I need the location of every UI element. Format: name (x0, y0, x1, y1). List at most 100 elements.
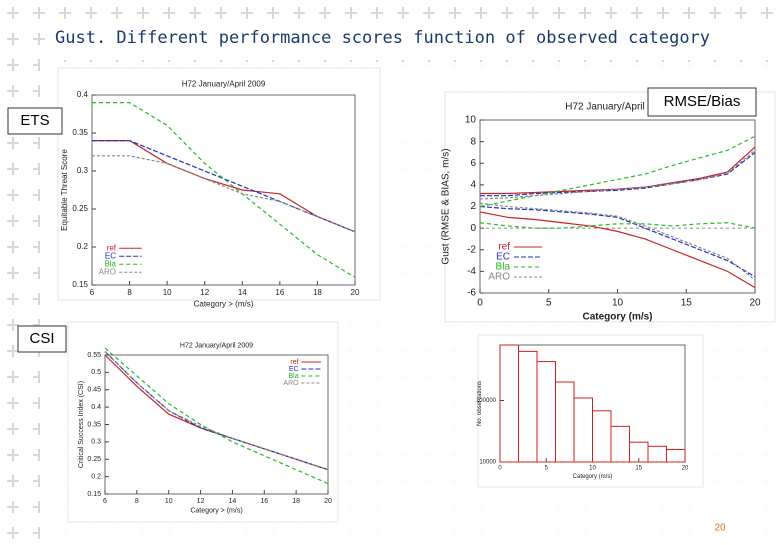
legend-label: EC (105, 251, 116, 260)
slide-title: Gust. Different performance scores funct… (55, 28, 710, 48)
y-tick-label: 0 (470, 223, 476, 234)
label-box (647, 87, 757, 117)
x-axis-label: Category > (m/s) (190, 508, 242, 515)
plot-area (91, 94, 356, 286)
x-tick-label: 5 (546, 298, 552, 309)
x-tick-label: 5 (545, 466, 549, 472)
x-tick-label: 6 (103, 498, 107, 505)
legend-label: EC (289, 366, 299, 373)
x-tick-label: 14 (229, 498, 237, 505)
x-axis-label: Category > (m/s) (194, 299, 254, 308)
ets-label: ETS (20, 112, 49, 129)
y-tick-label: -6 (467, 288, 476, 299)
legend-label: Bla (496, 262, 511, 273)
y-tick-label: 0.5 (91, 369, 101, 376)
histogram-bar (666, 448, 686, 463)
series-line (104, 347, 329, 485)
x-tick-label: 12 (200, 288, 209, 297)
x-tick-label: 20 (351, 288, 360, 297)
legend-label: ARO (283, 380, 299, 387)
chart-title: H72 January/April 2009 (565, 102, 670, 113)
legend-label: ref (290, 359, 298, 366)
charts: 6 8 10 12 14 16 18 200.150.20.250.30.350.4Categ… (57, 67, 776, 523)
y-tick-label: 10 (465, 115, 477, 126)
y-tick-label: 0.15 (87, 491, 101, 498)
legend-label: Bla (288, 373, 298, 380)
series-line (480, 151, 756, 197)
chart-frame (477, 334, 704, 488)
x-tick-label: 20 (682, 466, 689, 472)
legend-label: ARO (99, 267, 116, 276)
x-tick-label: 20 (749, 298, 761, 309)
x-tick-label: 16 (260, 498, 268, 505)
title-band (45, 20, 780, 60)
y-tick-label: 0.55 (87, 352, 101, 359)
y-tick-label: 0.35 (72, 128, 88, 137)
y-tick-label: 0.2 (91, 473, 101, 480)
label-box (17, 325, 67, 353)
y-tick-label: 0.4 (91, 404, 101, 411)
rmse-label: RMSE/Bias (664, 93, 741, 110)
chart-title: H72 January/April 2009 (180, 343, 253, 350)
csi-label: CSI (29, 330, 54, 347)
x-tick-label: 6 (90, 288, 95, 297)
series-line (104, 351, 329, 471)
y-axis-label: Gust (RMSE & BIAS, m/s) (441, 148, 452, 264)
y-tick-label: 6 (470, 158, 476, 169)
series-line (92, 140, 356, 233)
series-line (92, 155, 356, 233)
y-tick-label: 10000 (479, 460, 496, 466)
legend-label: ARO (488, 272, 510, 283)
x-tick-label: 8 (135, 498, 139, 505)
bias-line (479, 202, 756, 281)
y-tick-label: 0.15 (72, 280, 88, 289)
y-tick-label: -2 (467, 244, 476, 255)
bias-line (479, 211, 756, 289)
y-tick-label: 0.35 (87, 421, 101, 428)
y-tick-label: 0.2 (77, 242, 89, 251)
y-tick-label: 0.45 (87, 387, 101, 394)
x-tick-label: 18 (313, 288, 322, 297)
y-axis-label: No. observations (477, 381, 483, 426)
label-box (7, 107, 63, 135)
series-line (92, 140, 356, 233)
y-tick-label: 0.4 (77, 90, 89, 99)
x-tick-label: 10 (163, 288, 172, 297)
legend-label: EC (496, 252, 510, 263)
y-axis-label: Equitable Threat Score (60, 149, 69, 231)
x-tick-label: 10 (612, 298, 624, 309)
x-tick-label: 15 (681, 298, 693, 309)
x-tick-label: 20 (324, 498, 332, 505)
x-tick-label: 0 (498, 466, 502, 472)
x-tick-label: 12 (197, 498, 205, 505)
x-tick-label: 16 (275, 288, 284, 297)
y-tick-label: 100000 (476, 398, 497, 404)
chart-frame (57, 67, 381, 301)
y-tick-label: 0.3 (91, 439, 101, 446)
legend-label: ref (498, 242, 510, 253)
series-line (479, 135, 756, 208)
x-tick-label: 8 (127, 288, 132, 297)
x-tick-label: 15 (635, 466, 642, 472)
series-line (479, 149, 756, 200)
chart-frame (444, 91, 776, 323)
chart-frame (67, 321, 339, 523)
y-tick-label: 0.25 (72, 204, 88, 213)
y-tick-label: 0.25 (87, 456, 101, 463)
x-tick-label: 10 (165, 498, 173, 505)
bias-line (479, 205, 756, 278)
x-axis-label: Category (m/s) (582, 312, 652, 323)
y-tick-label: 0.3 (77, 166, 89, 175)
series-line (92, 102, 356, 278)
y-tick-label: 8 (470, 136, 476, 147)
x-tick-label: 14 (238, 288, 247, 297)
legend-label: ref (107, 243, 117, 252)
x-tick-label: 10 (589, 466, 596, 472)
y-tick-label: -4 (467, 266, 476, 277)
x-tick-label: 18 (292, 498, 300, 505)
chart-title: H72 January/April 2009 (182, 80, 266, 89)
page-number: 20 (714, 523, 726, 534)
y-axis-label: Critical Success Index (CSI) (78, 381, 85, 468)
y-tick-label: 4 (470, 180, 476, 191)
